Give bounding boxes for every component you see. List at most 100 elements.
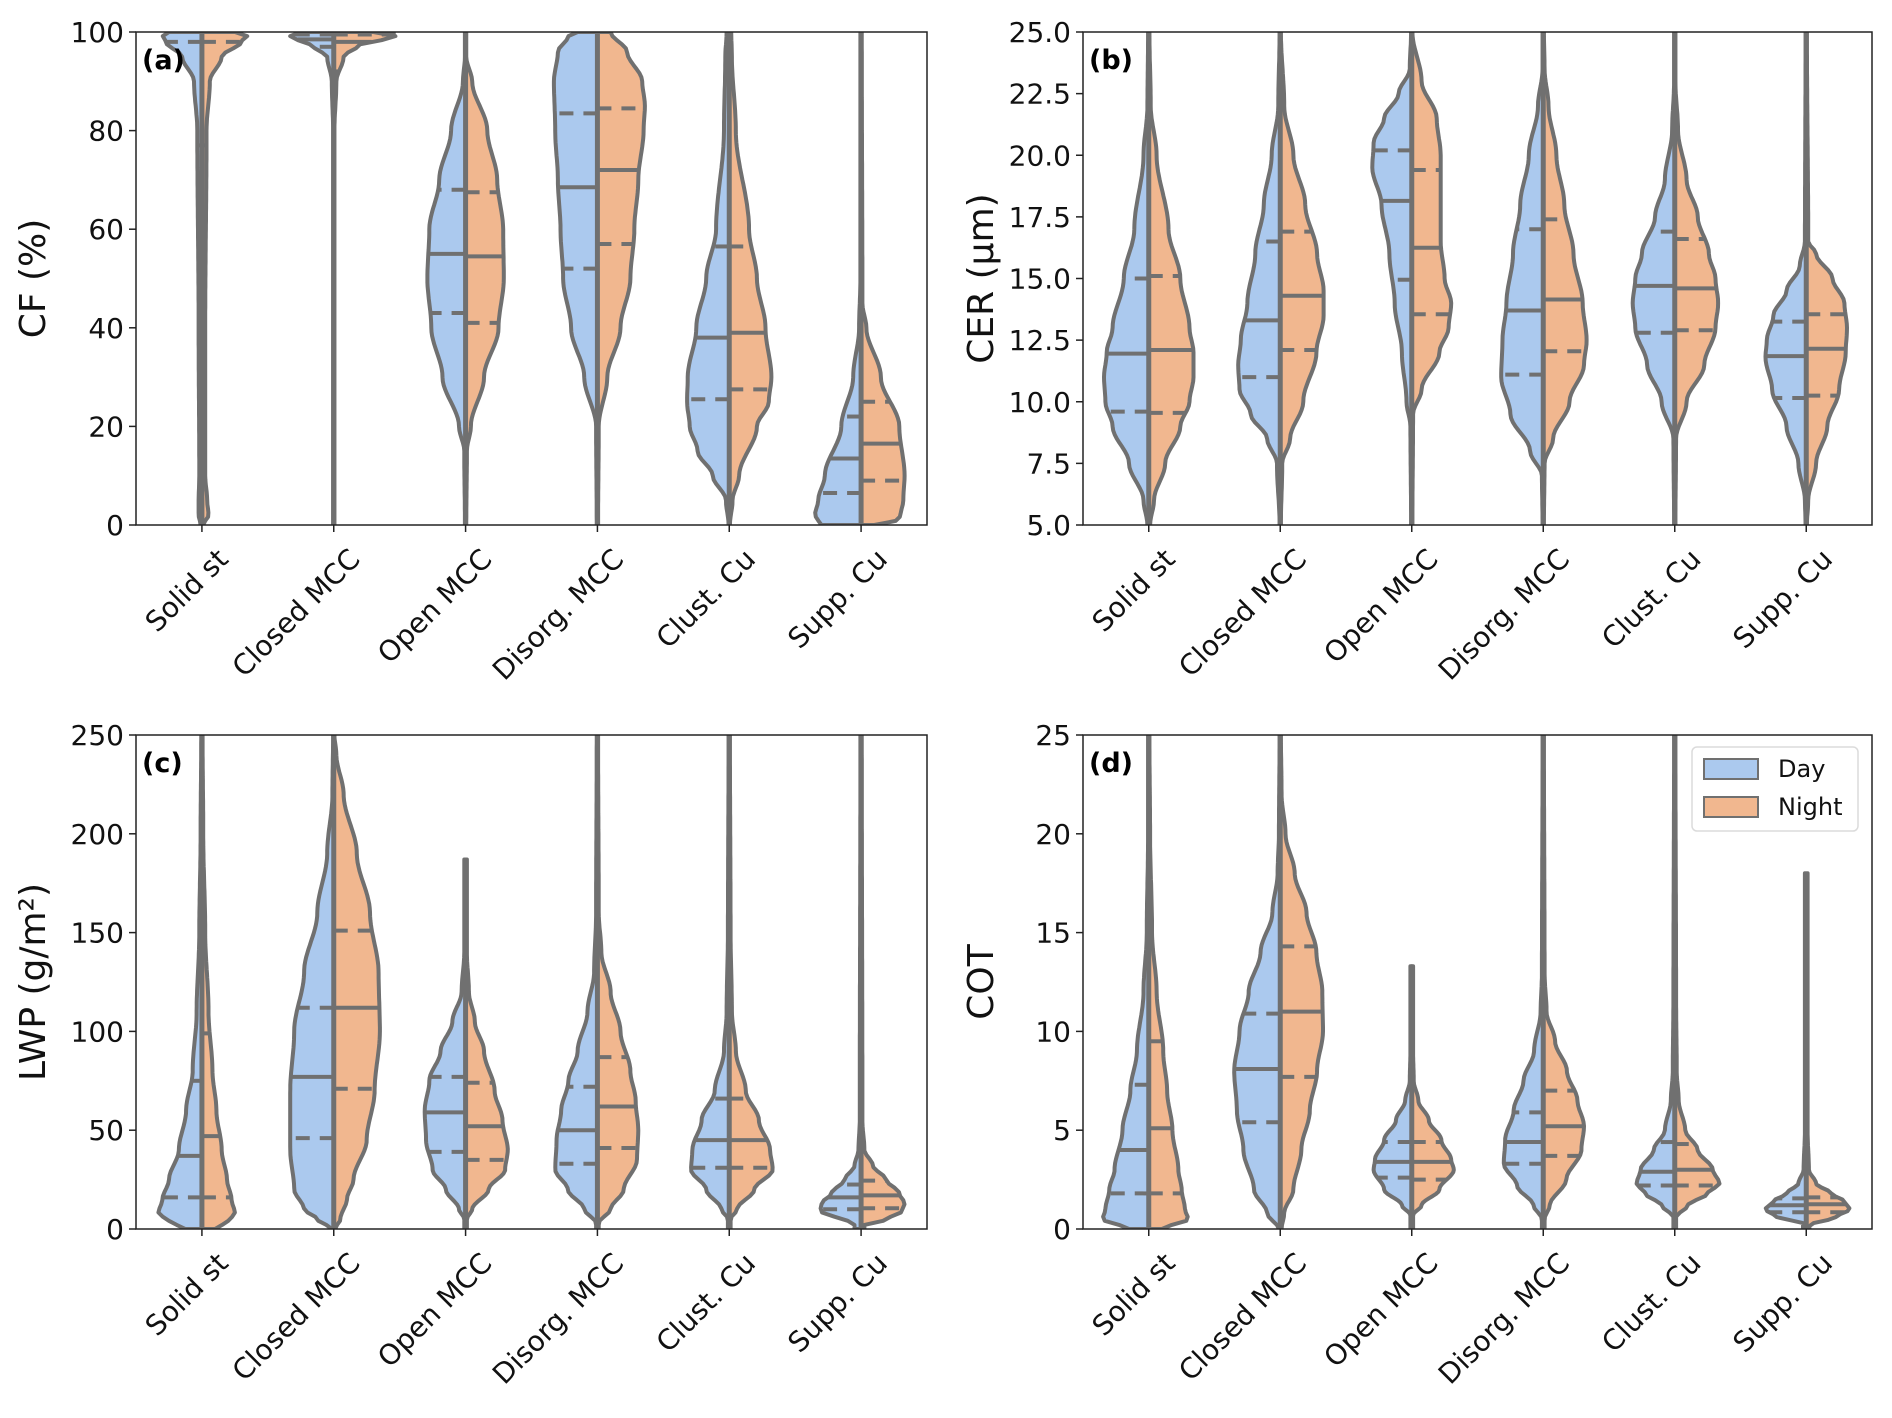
violin-day-1 (288, 735, 336, 1229)
violin-night-0 (199, 735, 237, 1229)
y-tick-label: 50 (88, 1114, 124, 1147)
violin-day-2 (422, 857, 468, 1229)
panel-tag: (c) (142, 748, 183, 779)
violin-day-1 (1232, 735, 1283, 1229)
violin-day-3 (551, 32, 600, 525)
violin-night-5 (859, 32, 907, 525)
y-tick-label: 20 (88, 410, 124, 443)
violin-day-5 (1763, 32, 1809, 525)
legend-swatch-night (1703, 796, 1759, 818)
y-tick-label: 20.0 (1009, 139, 1071, 172)
plot-area (160, 32, 907, 525)
y-tick-label: 0 (106, 509, 124, 542)
violin-night-1 (1278, 32, 1326, 525)
y-tick-label: 100 (71, 16, 124, 49)
y-tick-label: 20 (1035, 818, 1071, 851)
violin-night-5 (1804, 32, 1849, 525)
legend: Day Night (1691, 746, 1859, 832)
plot-area (1102, 32, 1849, 525)
violin-day-4 (1630, 32, 1677, 525)
x-tick-label: Disorg. MCC (486, 1246, 630, 1390)
violin-day-5 (818, 735, 864, 1229)
violin-day-4 (689, 735, 732, 1229)
axes-frame (1082, 734, 1873, 1230)
x-tick-label: Solid st (1086, 542, 1182, 638)
violin-day-3 (1499, 32, 1546, 525)
y-tick-label: 60 (88, 213, 124, 246)
y-tick-label: 10.0 (1009, 386, 1071, 419)
x-tick-label: Supp. Cu (781, 1246, 894, 1359)
panel-tag: (d) (1089, 748, 1133, 779)
x-tick-label: Clust. Cu (650, 1246, 762, 1358)
x-tick-label: Closed MCC (226, 1246, 367, 1387)
y-tick-label: 25 (1035, 719, 1071, 752)
y-tick-label: 17.5 (1009, 201, 1071, 234)
x-tick-label: Solid st (1086, 1246, 1182, 1342)
y-tick-label: 15.0 (1009, 263, 1071, 296)
y-tick-label: 15 (1035, 917, 1071, 950)
violin-night-5 (859, 735, 907, 1229)
violin-night-2 (1409, 32, 1454, 525)
violin-night-2 (463, 32, 506, 525)
violin-night-3 (595, 32, 647, 525)
x-tick-label: Open MCC (371, 542, 498, 669)
violin-night-0 (1146, 32, 1196, 525)
x-tick-label: Clust. Cu (650, 542, 762, 654)
violin-day-4 (685, 32, 732, 525)
x-tick-label: Closed MCC (226, 542, 367, 683)
y-tick-label: 100 (71, 1015, 124, 1048)
panel-tag: (a) (142, 45, 185, 76)
y-tick-label: 150 (71, 917, 124, 950)
axes-frame (1082, 31, 1873, 526)
legend-label-night: Night (1778, 793, 1842, 821)
x-tick-label: Clust. Cu (1595, 542, 1707, 654)
y-tick-label: 0 (106, 1213, 124, 1246)
axes-frame (135, 734, 928, 1230)
violin-night-1 (331, 735, 382, 1229)
violin-day-5 (1763, 871, 1809, 1229)
y-tick-label: 250 (71, 719, 124, 752)
x-tick-label: Closed MCC (1172, 542, 1313, 683)
violin-day-2 (1371, 964, 1414, 1229)
violin-day-3 (1501, 735, 1546, 1229)
violin-night-0 (199, 32, 250, 525)
x-tick-label: Disorg. MCC (1432, 542, 1576, 686)
y-axis-label: COT (961, 943, 1002, 1019)
y-tick-label: 5 (1053, 1114, 1071, 1147)
plot-area (156, 735, 907, 1229)
y-tick-label: 5.0 (1026, 509, 1071, 542)
violin-night-4 (1672, 32, 1721, 525)
legend-label-day: Day (1778, 755, 1825, 783)
x-tick-label: Supp. Cu (1727, 542, 1840, 655)
violin-day-1 (288, 32, 336, 525)
y-tick-label: 7.5 (1026, 447, 1071, 480)
violin-night-4 (727, 32, 774, 525)
violin-night-3 (595, 735, 641, 1229)
violin-night-0 (1146, 735, 1190, 1229)
x-tick-label: Supp. Cu (781, 542, 894, 655)
violin-night-3 (1541, 32, 1589, 525)
violin-night-1 (1278, 735, 1325, 1229)
violin-day-0 (1101, 735, 1151, 1229)
violin-day-3 (553, 735, 600, 1229)
y-axis-label: CER (μm) (961, 193, 1002, 363)
y-tick-label: 25.0 (1009, 16, 1071, 49)
violin-day-1 (1236, 32, 1283, 525)
violin-day-0 (160, 32, 204, 525)
x-tick-label: Open MCC (1317, 1246, 1444, 1373)
y-tick-label: 12.5 (1009, 324, 1071, 357)
violin-night-2 (1409, 964, 1456, 1229)
legend-swatch-day (1703, 758, 1759, 780)
x-tick-label: Closed MCC (1172, 1246, 1313, 1387)
violin-day-4 (1634, 735, 1677, 1229)
x-tick-label: Supp. Cu (1727, 1246, 1840, 1359)
y-tick-label: 80 (88, 115, 124, 148)
y-tick-label: 22.5 (1009, 78, 1071, 111)
x-tick-label: Open MCC (1317, 542, 1444, 669)
y-tick-label: 10 (1035, 1015, 1071, 1048)
panel-tag: (b) (1089, 45, 1133, 76)
y-axis-label: CF (%) (13, 219, 54, 339)
